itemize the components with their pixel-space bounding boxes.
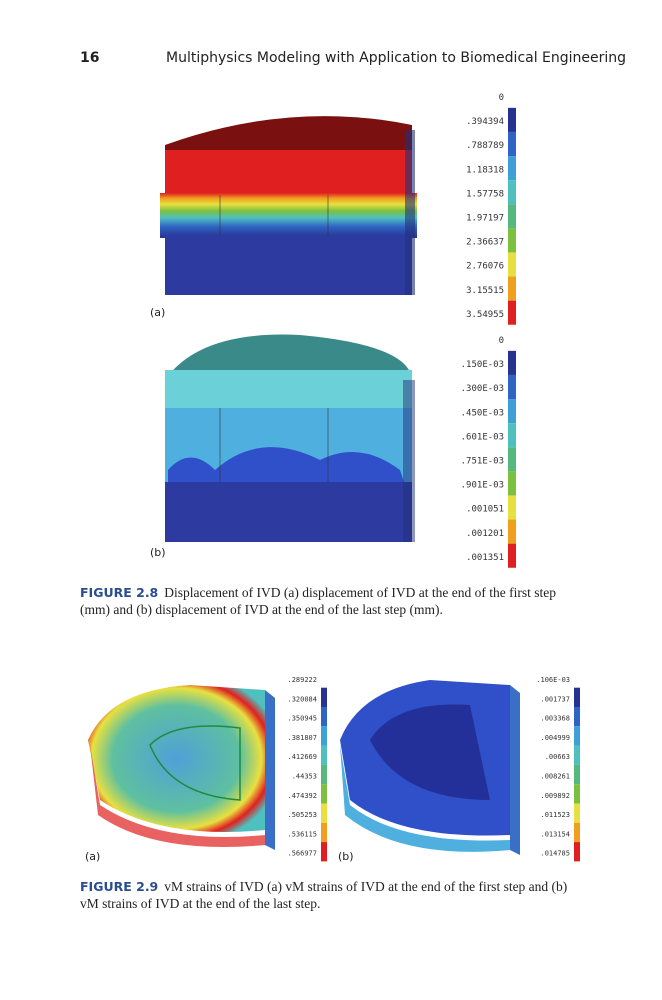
legend-label: .009892 [540, 792, 570, 800]
legend-label: .014785 [540, 850, 570, 858]
legend-swatch [508, 399, 516, 424]
legend-swatch [508, 180, 516, 205]
legend-label: .901E-03 [461, 481, 504, 491]
legend-swatch [508, 276, 516, 301]
legend-label: .751E-03 [461, 457, 504, 467]
legend-swatch [508, 543, 516, 568]
panel-label: (b) [338, 850, 354, 863]
legend-swatch [508, 495, 516, 520]
legend-swatch [321, 842, 327, 862]
model-b [165, 334, 415, 542]
caption: FIGURE 2.9 vM strains of IVD (a) vM strai… [80, 878, 585, 912]
legend-swatch [321, 745, 327, 765]
legend-label: .300E-03 [461, 384, 504, 394]
legend-label: 2.76076 [466, 262, 504, 272]
legend-label: 1.97197 [466, 214, 504, 224]
legend-label: 0 [499, 336, 504, 346]
legend-swatch [321, 784, 327, 804]
legend-label: .008261 [540, 773, 570, 781]
legend-label: .350945 [287, 715, 317, 723]
caption: FIGURE 2.8 Displacement of IVD (a) displa… [80, 584, 585, 618]
legend-swatch [574, 822, 580, 843]
legend-swatch [574, 745, 580, 765]
legend-swatch [508, 374, 516, 400]
legend-label: .013154 [540, 830, 570, 838]
legend-swatch [321, 803, 327, 823]
legend-label: .289222 [287, 676, 317, 684]
legend-label: .505253 [287, 811, 317, 819]
legend-swatch [574, 842, 580, 862]
running-title: Multiphysics Modeling with Application t… [166, 50, 627, 66]
legend-label: 3.54955 [466, 310, 504, 320]
legend-swatch [508, 204, 516, 229]
legend-swatch [574, 726, 580, 746]
legend-swatch [508, 252, 516, 277]
legend-label: .474392 [287, 792, 317, 800]
legend-swatch [574, 706, 580, 727]
legend-swatch [508, 300, 516, 325]
legend-swatch [321, 726, 327, 746]
model-a [160, 116, 417, 295]
legend-swatch [321, 706, 327, 727]
legend-label: .566977 [287, 850, 317, 858]
page-number: 16 [80, 50, 100, 66]
legend-label: 1.57758 [466, 189, 504, 199]
legend-label: .788789 [466, 141, 504, 151]
panel-label: (a) [85, 850, 100, 863]
caption-text: vM strains of IVD (a) vM strains of IVD … [80, 879, 568, 911]
legend-swatch [574, 764, 580, 785]
legend-swatch [574, 803, 580, 823]
panel-label: (a) [150, 306, 165, 319]
legend-label: .381807 [287, 734, 317, 742]
legend-label: .004999 [540, 734, 570, 742]
legend-label: .106E-03 [536, 676, 570, 684]
panel-label: (b) [150, 546, 166, 559]
legend-label: 1.18318 [466, 165, 504, 175]
legend-label: .001351 [466, 553, 504, 563]
caption-label: FIGURE 2.8 [80, 585, 159, 600]
model-2-9b [340, 680, 520, 855]
legend-swatch [321, 764, 327, 785]
legend-label: .001201 [466, 529, 504, 539]
legend-swatch [574, 784, 580, 804]
legend-label: .44353 [292, 773, 317, 781]
model-2-9a [88, 685, 275, 850]
legend-label: .001051 [466, 505, 504, 515]
legend-swatch [508, 519, 516, 544]
legend-label: .150E-03 [461, 360, 504, 370]
caption-label: FIGURE 2.9 [80, 879, 159, 894]
legend-label: .450E-03 [461, 408, 504, 418]
legend-label: .00663 [545, 753, 570, 761]
legend-label: .003368 [540, 715, 570, 723]
legend-swatch [508, 107, 516, 132]
legend-label: .320084 [287, 695, 317, 703]
legend-label: 0 [499, 93, 504, 103]
legend-label: 2.36637 [466, 238, 504, 248]
legend-label: 3.15515 [466, 286, 504, 296]
legend-swatch [508, 156, 516, 181]
legend-label: .536115 [287, 830, 317, 838]
legend-swatch [508, 131, 516, 157]
legend-swatch [321, 822, 327, 843]
legend-label: .394394 [466, 117, 504, 127]
legend-swatch [508, 423, 516, 448]
legend-swatch [508, 350, 516, 375]
caption-text: Displacement of IVD (a) displacement of … [80, 585, 557, 617]
legend-label: .601E-03 [461, 432, 504, 442]
legend-label: .011523 [540, 811, 570, 819]
legend-swatch [321, 687, 327, 707]
legend-label: .412669 [287, 753, 317, 761]
legend-swatch [508, 228, 516, 253]
legend-swatch [508, 471, 516, 496]
legend-swatch [574, 687, 580, 707]
legend-label: .001737 [540, 695, 570, 703]
legend-swatch [508, 447, 516, 472]
